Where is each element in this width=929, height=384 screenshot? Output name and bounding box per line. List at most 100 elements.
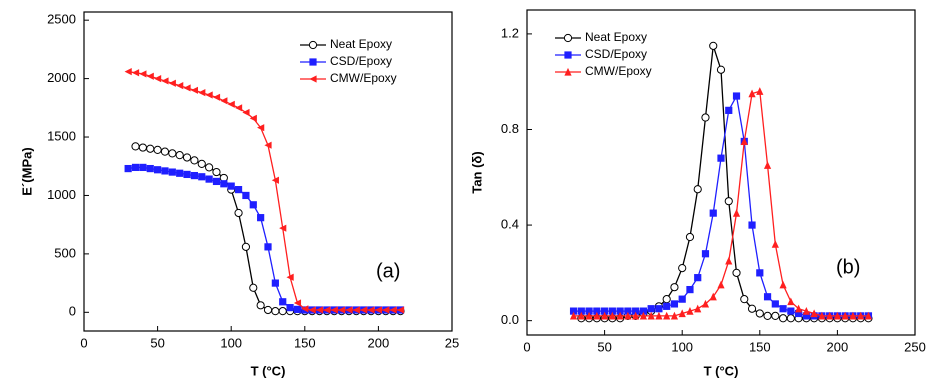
marker [367,306,375,314]
marker [271,279,279,287]
marker [569,311,578,320]
marker [786,314,795,323]
x-tick-label: 200 [827,339,849,354]
marker [577,311,585,320]
legend-label: Neat Epoxy [330,37,392,51]
marker [678,295,686,303]
marker [197,159,206,169]
marker [670,283,679,292]
marker [345,306,353,314]
marker [161,167,169,175]
marker [701,250,710,258]
marker [732,209,741,217]
marker [301,305,309,313]
marker [176,82,184,90]
marker [309,75,317,83]
marker [593,307,601,315]
y-tick-label: 2500 [47,12,76,27]
marker [212,177,221,186]
marker [131,163,140,172]
marker [802,312,810,320]
marker [154,75,162,83]
marker [139,70,147,78]
marker [161,77,169,85]
marker [755,309,764,318]
marker [593,311,601,320]
y-tick-label: 500 [54,245,76,260]
marker [694,304,702,313]
marker [647,311,655,320]
marker [205,175,213,183]
marker [724,197,733,206]
marker [662,295,671,304]
marker [787,307,795,315]
marker [608,311,616,320]
marker [585,311,593,320]
marker [190,156,199,165]
marker [756,269,764,277]
marker [577,307,585,315]
marker [639,311,647,320]
marker [242,191,250,200]
marker [168,168,176,176]
marker [624,307,632,315]
marker [212,93,221,101]
x-tick-label: 150 [749,339,771,354]
y-axis-title: E´(MPa) [19,147,34,195]
series-line [128,166,401,311]
x-tick-label: 100 [220,335,242,350]
marker [271,176,279,184]
marker [124,164,132,173]
marker [716,65,726,74]
plot-frame [83,11,453,332]
legend-label: CSD/Epoxy [330,54,392,68]
marker [601,307,609,315]
marker [763,311,772,320]
marker [234,186,243,194]
marker [124,67,132,76]
marker [257,124,265,132]
marker [709,209,717,217]
series-line [581,45,869,319]
marker [146,144,155,153]
x-tick-label: 0 [523,339,530,354]
marker [234,208,243,218]
marker [678,309,686,318]
x-axis-title: T (°C) [251,363,286,378]
marker [146,164,154,173]
marker [849,311,857,320]
marker [131,142,140,151]
legend-label: CSD/Epoxy [585,47,647,61]
y-tick-label: 1.2 [501,25,519,40]
marker [864,311,873,320]
marker [227,100,235,108]
marker [154,166,162,174]
marker [787,297,795,306]
marker [182,153,192,162]
marker [323,306,331,314]
series-line [128,70,401,311]
annotation: (b) [836,256,860,278]
marker [725,256,733,265]
marker [779,280,787,289]
marker [153,145,162,154]
marker [389,306,397,314]
legend-label: Neat Epoxy [585,30,647,44]
marker [670,311,679,320]
marker [278,307,287,316]
marker [818,311,826,320]
y-tick-label: 1500 [47,128,76,143]
marker [183,84,191,92]
marker [795,304,803,313]
marker [833,311,841,320]
y-tick-label: 1000 [47,187,76,202]
marker [701,113,710,122]
marker [709,41,718,50]
plot-frame [526,9,916,336]
marker [256,301,265,310]
marker [732,92,741,100]
x-tick-label: 50 [150,335,164,350]
marker [286,273,294,281]
marker [694,274,702,282]
